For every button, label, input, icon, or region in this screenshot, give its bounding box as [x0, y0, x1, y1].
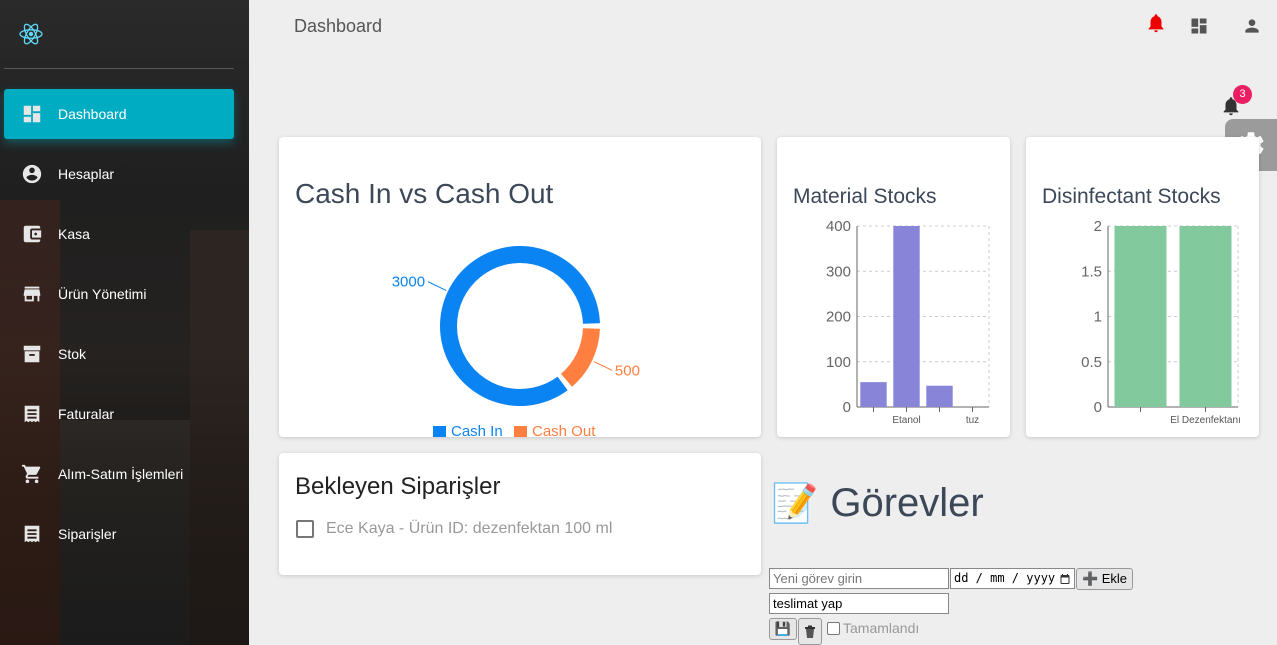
- order-checkbox[interactable]: [296, 520, 314, 538]
- save-task-button[interactable]: 💾: [769, 618, 797, 640]
- legend-label: Cash Out: [532, 423, 596, 437]
- y-tick-label: 0: [1094, 399, 1102, 416]
- cash-donut-chart: 3000 500 Cash In Cash Out: [392, 246, 640, 437]
- notification-badge: 3: [1233, 85, 1252, 104]
- y-tick-label: 2: [1094, 218, 1102, 235]
- dashboard-icon[interactable]: [1189, 16, 1211, 38]
- material-stocks-card: Material Stocks 0 100 200 300 400 Etanol tuz: [777, 137, 1010, 437]
- task-date-input[interactable]: dd / mm / yyyy: [950, 568, 1075, 589]
- bar-item-0: [1114, 226, 1167, 407]
- sidebar-background-building: [0, 200, 60, 645]
- alert-bell-icon[interactable]: [1145, 12, 1167, 34]
- sidebar-item-label: Faturalar: [58, 406, 115, 422]
- notification-bell-icon[interactable]: [1220, 95, 1242, 117]
- sidebar: Dashboard Hesaplar Kasa Ürün Yönetimi St…: [0, 0, 249, 645]
- y-tick-label: 400: [826, 218, 851, 235]
- y-tick-label: 300: [826, 263, 851, 280]
- sidebar-item-alim-satim[interactable]: Alım-Satım İşlemleri: [4, 449, 234, 499]
- date-placeholder: dd / mm / yyyy: [954, 571, 1056, 585]
- task-done-label: Tamamlandı: [843, 620, 920, 636]
- bar-item-0: [860, 382, 887, 407]
- material-stocks-chart: 0 100 200 300 400 Etanol tuz: [826, 218, 990, 426]
- x-tick-label: tuz: [966, 415, 979, 426]
- pending-orders-card: Bekleyen Siparişler: [279, 453, 761, 575]
- tasks-heading: 📝 Görevler: [771, 481, 984, 526]
- disinfectant-stocks-chart: 0 0.5 1 1.5 2 El Dezenfektanı: [1081, 218, 1241, 426]
- sidebar-item-kasa[interactable]: Kasa: [4, 209, 234, 259]
- material-stocks-title: Material Stocks: [793, 185, 937, 208]
- legend-swatch-cash-out: [514, 426, 527, 437]
- slice-label-line: [427, 281, 447, 291]
- sidebar-item-urun-yonetimi[interactable]: Ürün Yönetimi: [4, 269, 234, 319]
- delete-task-button[interactable]: [798, 618, 822, 645]
- sidebar-item-label: Stok: [58, 346, 87, 362]
- legend-label: Cash In: [451, 423, 503, 437]
- person-icon[interactable]: [1242, 16, 1264, 38]
- sidebar-divider: [4, 68, 234, 69]
- sidebar-item-label: Siparişler: [58, 526, 117, 542]
- memo-icon: 📝: [771, 482, 819, 525]
- sidebar-item-label: Alım-Satım İşlemleri: [58, 466, 184, 482]
- archive-icon: [20, 342, 44, 366]
- x-tick-label: El Dezenfektanı: [1170, 415, 1241, 426]
- sidebar-item-faturalar[interactable]: Faturalar: [4, 389, 234, 439]
- new-task-input[interactable]: Yeni görev girin: [769, 568, 949, 589]
- sidebar-background-building: [190, 230, 249, 645]
- sidebar-item-label: Dashboard: [58, 106, 127, 122]
- order-item[interactable]: Ece Kaya - Ürün ID: dezenfektan 100 ml: [296, 520, 612, 538]
- bar-item-2: [926, 385, 953, 407]
- shopping-cart-icon: [20, 462, 44, 486]
- dashboard-icon: [20, 102, 44, 126]
- sidebar-item-label: Hesaplar: [58, 166, 115, 182]
- account-circle-icon: [20, 162, 44, 186]
- cash-chart-title: Cash In vs Cash Out: [295, 178, 554, 209]
- y-tick-label: 1.5: [1081, 263, 1102, 280]
- legend-swatch-cash-in: [433, 426, 446, 437]
- y-tick-label: 0: [843, 399, 851, 416]
- slice-value-label: 500: [615, 362, 640, 379]
- receipt-icon: [20, 522, 44, 546]
- store-icon: [20, 282, 44, 306]
- wallet-icon: [20, 222, 44, 246]
- sidebar-item-siparisler[interactable]: Siparişler: [4, 509, 234, 559]
- pending-orders-title: Bekleyen Siparişler: [295, 473, 501, 500]
- trash-icon: [805, 625, 815, 638]
- react-logo-icon[interactable]: [17, 20, 45, 48]
- page-title: Dashboard: [294, 16, 383, 36]
- sidebar-item-hesaplar[interactable]: Hesaplar: [4, 149, 234, 199]
- order-item-text: Ece Kaya - Ürün ID: dezenfektan 100 ml: [326, 520, 613, 537]
- slice-value-label: 3000: [392, 274, 425, 291]
- task-done-checkbox[interactable]: [827, 621, 840, 635]
- y-tick-label: 100: [826, 354, 851, 371]
- slice-label-line: [593, 361, 613, 371]
- sidebar-background-canal: [60, 420, 190, 645]
- bar-etanol: [893, 226, 920, 407]
- y-tick-label: 1: [1094, 309, 1102, 326]
- y-tick-label: 200: [826, 309, 851, 326]
- sidebar-item-label: Ürün Yönetimi: [58, 286, 147, 302]
- task-text-input[interactable]: teslimat yap: [769, 593, 949, 614]
- task-done-toggle[interactable]: Tamamlandı: [827, 620, 919, 636]
- add-task-button[interactable]: ➕ Ekle: [1076, 568, 1133, 590]
- cash-chart-card: Cash In vs Cash Out 3000 500 Cash In Cash O…: [279, 137, 761, 437]
- tasks-title: Görevler: [830, 481, 984, 525]
- bar-el-dezenfektanı: [1179, 226, 1232, 407]
- y-tick-label: 0.5: [1081, 354, 1102, 371]
- disinfectant-stocks-title: Disinfectant Stocks: [1042, 185, 1221, 208]
- calendar-icon[interactable]: [1059, 573, 1071, 585]
- floppy-disk-icon: 💾: [774, 621, 792, 636]
- donut-slice-cash-out: [560, 328, 600, 387]
- sidebar-item-dashboard[interactable]: Dashboard: [4, 89, 234, 139]
- sidebar-item-stok[interactable]: Stok: [4, 329, 234, 379]
- disinfectant-stocks-card: Disinfectant Stocks 0 0.5 1 1.5 2 El Dezenfek…: [1026, 137, 1259, 437]
- x-tick-label: Etanol: [892, 415, 920, 426]
- receipt-icon: [20, 402, 44, 426]
- sidebar-item-label: Kasa: [58, 226, 90, 242]
